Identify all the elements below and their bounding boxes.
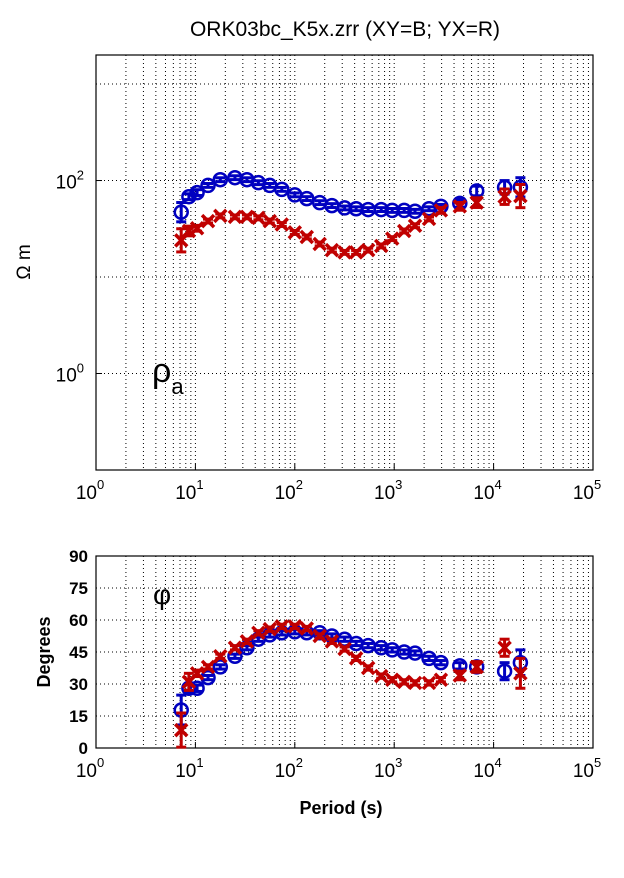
data-point-yx <box>213 208 228 224</box>
data-point-xy <box>336 200 353 216</box>
x-tick-label: 101 <box>175 477 203 504</box>
data-point-yx <box>200 213 216 229</box>
data-point-yx <box>360 660 376 676</box>
data-point-yx <box>452 199 468 214</box>
data-point-yx <box>299 621 315 636</box>
data-point-xy <box>496 663 513 679</box>
data-point-yx <box>373 238 389 254</box>
x-tick-label: 105 <box>573 755 601 782</box>
data-point-xy <box>189 184 205 201</box>
data-point-yx <box>239 634 255 649</box>
data-point-yx <box>227 209 243 225</box>
y-tick-label: 100 <box>56 361 84 387</box>
data-point-yx <box>421 675 437 691</box>
data-point-yx <box>497 640 512 655</box>
x-tick-label: 101 <box>175 755 203 782</box>
axes-frame <box>95 54 594 471</box>
data-point-yx <box>452 668 468 683</box>
data-point-yx <box>360 242 376 258</box>
x-tick-label: 103 <box>374 755 402 782</box>
data-point-yx <box>433 203 449 218</box>
data-point-yx <box>274 619 290 634</box>
data-point-yx <box>324 634 340 649</box>
data-point-xy <box>433 654 449 671</box>
data-point-xy <box>212 171 229 188</box>
data-point-yx <box>189 666 205 681</box>
data-point-yx <box>200 659 216 675</box>
data-point-yx <box>213 649 228 664</box>
data-point-yx <box>384 672 400 687</box>
y-tick-label: 0 <box>79 739 88 758</box>
data-point-yx <box>262 213 278 229</box>
data-point-xy <box>173 204 189 220</box>
series-yx <box>173 183 528 260</box>
data-point-yx <box>251 210 266 226</box>
data-point-xy <box>274 181 290 198</box>
x-tick-label: 102 <box>275 477 303 504</box>
chart-title: ORK03bc_K5x.zrr (XY=B; YX=R) <box>190 18 500 41</box>
data-point-yx <box>373 668 389 684</box>
data-point-yx <box>189 221 205 236</box>
x-tick-label: 104 <box>473 755 501 782</box>
x-tick-label: 102 <box>275 755 303 782</box>
y-tick-label: 45 <box>69 643 88 662</box>
x-tick-label: 103 <box>374 477 402 504</box>
data-point-yx <box>348 245 364 260</box>
data-point-xy <box>407 203 423 220</box>
data-point-yx <box>181 223 197 239</box>
axes-frame <box>95 555 594 749</box>
data-point-yx <box>227 640 243 655</box>
apparent-resistivity-axes: 100 102 100 101 102 103 104 105 <box>56 54 601 504</box>
y-tick-label: 75 <box>69 579 88 598</box>
data-point-yx <box>384 231 400 246</box>
series-xy <box>173 623 529 727</box>
data-point-yx <box>513 666 528 681</box>
data-point-xy <box>189 680 205 697</box>
y-tick-label: 30 <box>69 675 88 694</box>
data-point-yx <box>262 621 278 637</box>
phase-axes: 0 15 30 45 60 75 90 100 101 102 103 104 105 <box>69 547 601 782</box>
data-point-yx <box>396 223 412 239</box>
data-point-yx <box>421 211 437 227</box>
data-point-yx <box>312 628 327 644</box>
x-tick-label: 100 <box>76 755 104 782</box>
y-tick-label: 102 <box>56 168 84 194</box>
data-point-yx <box>299 229 315 245</box>
x-tick-label: 105 <box>573 477 601 504</box>
data-point-yx <box>469 659 484 675</box>
data-point-yx <box>274 217 290 232</box>
data-point-yx <box>173 722 189 738</box>
data-point-yx <box>497 189 512 204</box>
data-point-yx <box>433 672 449 687</box>
x-tick-label: 104 <box>473 477 501 504</box>
y-tick-label: 15 <box>69 707 88 726</box>
data-point-yx <box>407 218 423 233</box>
data-point-yx <box>324 242 340 258</box>
data-point-yx <box>513 188 528 204</box>
data-point-yx <box>239 209 255 225</box>
phase-y-label: Degrees <box>34 616 54 687</box>
data-point-xy <box>407 645 423 661</box>
data-point-yx <box>337 245 352 260</box>
x-tick-label: 100 <box>76 477 104 504</box>
data-point-xy <box>200 177 216 194</box>
data-point-yx <box>407 675 423 691</box>
data-point-yx <box>469 195 484 210</box>
rho-y-label: Ω m <box>14 244 35 279</box>
data-point-yx <box>337 641 352 657</box>
rho-annotation: ρa <box>152 352 184 399</box>
x-axis-label: Period (s) <box>299 798 382 818</box>
data-point-xy <box>212 659 229 675</box>
data-point-yx <box>287 619 303 634</box>
y-tick-label: 90 <box>69 547 88 566</box>
data-point-yx <box>312 236 327 252</box>
data-point-yx <box>348 651 364 666</box>
phase-annotation: φ <box>153 579 171 610</box>
y-tick-label: 60 <box>69 611 88 630</box>
data-point-yx <box>251 625 266 641</box>
data-point-yx <box>287 225 303 240</box>
series-yx <box>173 619 528 749</box>
